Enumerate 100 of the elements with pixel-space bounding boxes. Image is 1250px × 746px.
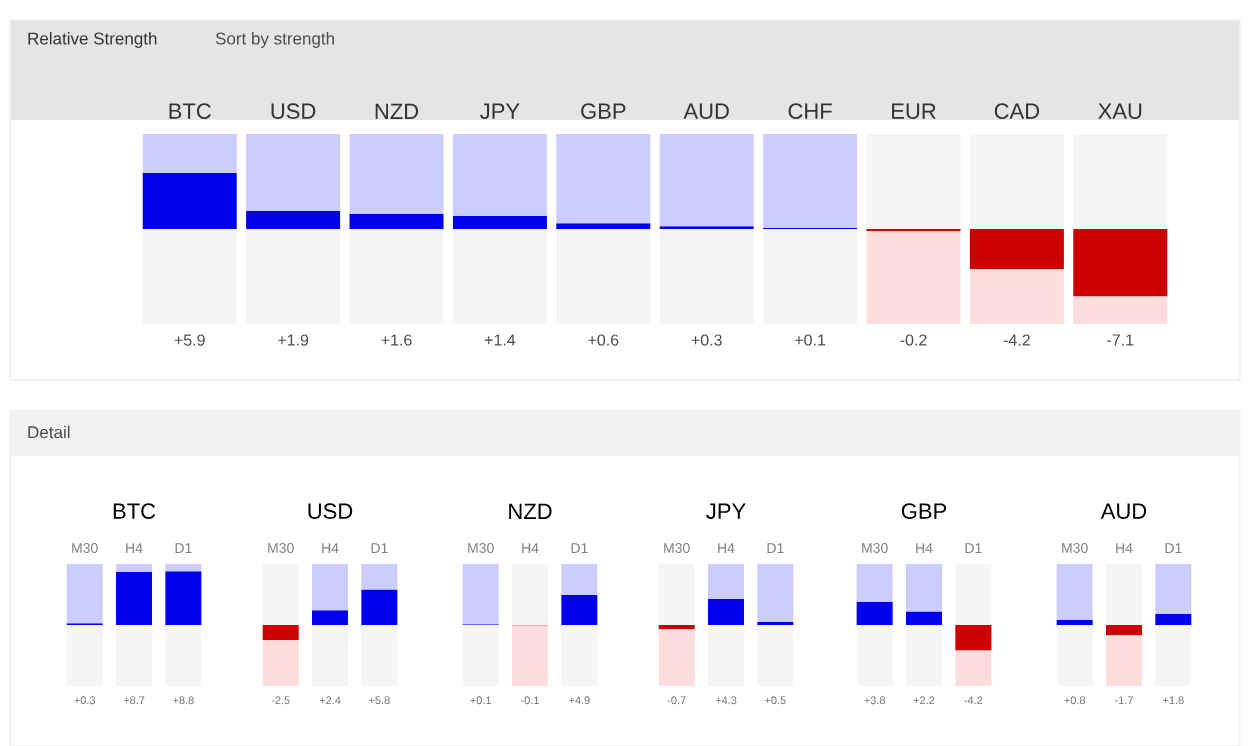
bar <box>856 624 893 686</box>
bar <box>561 624 598 686</box>
bar <box>906 624 942 686</box>
x-tick-label: CHF <box>788 103 832 119</box>
bar <box>361 624 398 686</box>
bar <box>658 624 695 630</box>
bar <box>142 133 237 173</box>
bar <box>142 228 237 324</box>
bar <box>969 268 1064 324</box>
bar <box>955 650 992 686</box>
data-label: +5.9 <box>174 334 205 346</box>
bar <box>658 563 695 625</box>
data-label: +0.3 <box>691 334 722 346</box>
x-tick-label: EUR <box>892 103 936 119</box>
chart-title: AUD <box>1100 503 1147 519</box>
bar <box>312 610 349 625</box>
data-label: +0.6 <box>588 334 619 346</box>
data-label: +1.6 <box>381 334 412 346</box>
bar <box>66 624 103 686</box>
bar <box>969 133 1064 229</box>
bar <box>1056 563 1093 620</box>
bar <box>361 563 398 590</box>
data-label: -0.2 <box>900 334 927 346</box>
x-tick-label: AUD <box>683 103 729 119</box>
bar <box>165 563 202 572</box>
bar <box>906 611 942 625</box>
bar <box>1105 635 1142 686</box>
bar <box>262 640 299 686</box>
bar <box>361 589 398 625</box>
text: Sort by strength <box>215 31 334 48</box>
bar <box>452 228 547 324</box>
bar <box>556 133 651 224</box>
bar <box>452 133 547 216</box>
chart-title: GBP <box>901 503 947 519</box>
bar <box>708 624 744 686</box>
x-tick-label: CAD <box>994 103 1040 119</box>
bar <box>512 563 549 625</box>
bar <box>1155 624 1192 686</box>
bar <box>556 223 651 229</box>
bar <box>556 228 651 324</box>
chart-title: JPY <box>706 503 746 519</box>
bar <box>1105 563 1142 625</box>
x-tick-label: USD <box>271 103 316 119</box>
bar <box>462 624 499 686</box>
data-label: +0.1 <box>795 334 826 346</box>
chart-title: NZD <box>509 503 552 519</box>
bar <box>462 563 499 625</box>
bar <box>116 571 153 625</box>
bar <box>312 624 349 686</box>
bar <box>906 563 942 612</box>
bar <box>866 133 961 229</box>
bar <box>1105 624 1142 636</box>
chart-title: USD <box>308 503 353 519</box>
bar <box>561 563 598 595</box>
data-label: -4.2 <box>1003 334 1030 346</box>
chart-title: Relative Strength <box>28 31 157 48</box>
bar <box>116 563 153 572</box>
bar <box>1073 228 1168 297</box>
bar <box>312 563 349 611</box>
bar <box>757 624 794 686</box>
bar <box>246 210 341 229</box>
bar <box>452 215 547 229</box>
bar <box>1155 563 1192 614</box>
bar <box>116 624 153 686</box>
bar <box>165 624 202 686</box>
bar <box>955 624 992 651</box>
bar <box>561 594 598 625</box>
bar <box>757 563 794 622</box>
bar <box>856 601 893 625</box>
bar <box>66 563 103 623</box>
bar <box>866 230 961 324</box>
bar <box>955 563 992 625</box>
bar <box>1073 133 1168 229</box>
bar <box>856 563 893 602</box>
bar <box>349 213 444 229</box>
bar <box>708 563 744 599</box>
bar <box>246 133 341 211</box>
data-label: +1.4 <box>484 334 516 346</box>
data-label: +1.9 <box>278 334 309 346</box>
data-label: -7.1 <box>1107 334 1134 346</box>
x-tick-label: JPY <box>480 103 520 119</box>
bar <box>262 563 299 625</box>
bar <box>1056 624 1093 686</box>
bar <box>349 133 444 214</box>
x-tick-label: XAU <box>1098 103 1142 119</box>
bar <box>658 629 695 686</box>
x-tick-label: BTC <box>169 103 211 119</box>
bar <box>763 228 858 324</box>
bar <box>349 228 444 324</box>
bar <box>142 172 237 229</box>
bar <box>969 228 1064 269</box>
x-tick-label: NZD <box>375 103 419 119</box>
bar <box>512 625 549 686</box>
bar <box>708 598 744 625</box>
bar <box>659 133 754 226</box>
chart-title: BTC <box>113 503 156 519</box>
bar <box>1155 613 1192 625</box>
bar <box>763 133 858 228</box>
bar <box>1056 619 1093 625</box>
bar <box>659 228 754 324</box>
